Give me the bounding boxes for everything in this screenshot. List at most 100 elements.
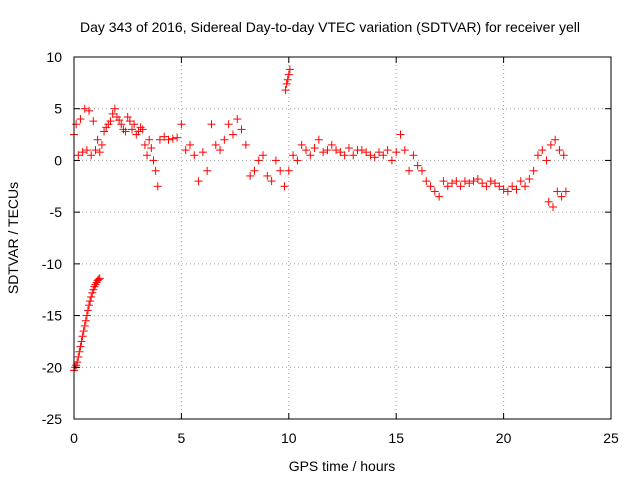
data-point [469,177,478,186]
data-point [456,182,465,191]
data-point [89,117,98,126]
data-point [387,156,396,165]
data-point [134,127,143,136]
y-axis-label: SDTVAR / TECUs [5,182,21,294]
y-tick-labels: 10 5 0 -5 -10 -15 -20 -25 [42,49,62,427]
data-point [323,146,332,155]
data-point [549,202,558,211]
data-point [344,144,353,153]
data-point [82,146,91,155]
data-point [168,134,177,143]
y-tick-label: 10 [46,49,62,65]
data-point [538,146,547,155]
data-point [78,148,87,157]
data-point [259,151,268,160]
y-tick-label: -10 [42,256,62,272]
data-point [203,166,212,175]
y-tick-label: -15 [42,308,62,324]
data-point [370,153,379,162]
data-point [559,151,568,160]
data-point [93,276,102,285]
data-point [76,342,85,351]
data-point [130,120,139,129]
data-point [250,166,259,175]
x-tick-label: 20 [496,430,512,446]
data-point [529,166,538,175]
data-point [417,166,426,175]
data-point [123,112,132,121]
data-point [117,120,126,129]
data-point [284,70,293,79]
data-point [74,352,83,361]
data-point [76,115,85,124]
data-point [207,120,216,129]
data-point [91,280,100,289]
data-point [473,175,482,184]
data-point [85,301,94,310]
x-tick-labels: 0 5 10 15 20 25 [70,430,619,446]
data-point [319,148,328,157]
x-tick-label: 0 [70,430,78,446]
data-point [164,135,173,144]
data-point [486,177,495,186]
data-point [426,182,435,191]
data-point [301,146,310,155]
data-point [405,166,414,175]
data-point [379,151,388,160]
data-point [173,133,182,142]
data-point [106,117,115,126]
data-point [80,321,89,330]
data-point [336,148,345,157]
data-point [413,161,422,170]
data-point [93,135,102,144]
data-point [74,151,83,160]
data-point [216,146,225,155]
data-point [452,177,461,186]
data-point [551,135,560,144]
data-point [396,130,405,139]
data-point [140,140,149,149]
data-point [435,192,444,201]
data-point [443,182,452,191]
y-tick-label: -5 [50,204,63,220]
data-point [460,177,469,186]
data-point [284,166,293,175]
data-point [533,151,542,160]
data-point [79,327,88,336]
data-point [499,185,508,194]
data-point [233,115,242,124]
data-point [127,125,136,134]
data-point [267,177,276,186]
data-point [280,182,289,191]
data-point [383,146,392,155]
data-point [283,75,292,84]
x-tick-label: 5 [178,430,186,446]
data-point [121,127,130,136]
data-point [366,151,375,160]
data-point [400,146,409,155]
data-point [198,148,207,157]
data-point [557,192,566,201]
data-point [327,140,336,149]
data-point [181,146,190,155]
y-tick-label: -25 [42,411,62,427]
data-point [211,140,220,149]
data-point [332,146,341,155]
data-point [100,127,109,136]
data-point [465,179,474,188]
data-point [85,106,94,115]
data-point [503,187,512,196]
data-point [340,151,349,160]
data-point [87,292,96,301]
data-point [220,135,229,144]
x-tick-label: 25 [603,430,619,446]
data-point [151,166,160,175]
data-point [430,187,439,196]
y-tick-label: -20 [42,359,62,375]
data-point [448,179,457,188]
data-point [138,125,147,134]
data-point [145,135,154,144]
data-point [83,306,92,315]
data-point [422,177,431,186]
